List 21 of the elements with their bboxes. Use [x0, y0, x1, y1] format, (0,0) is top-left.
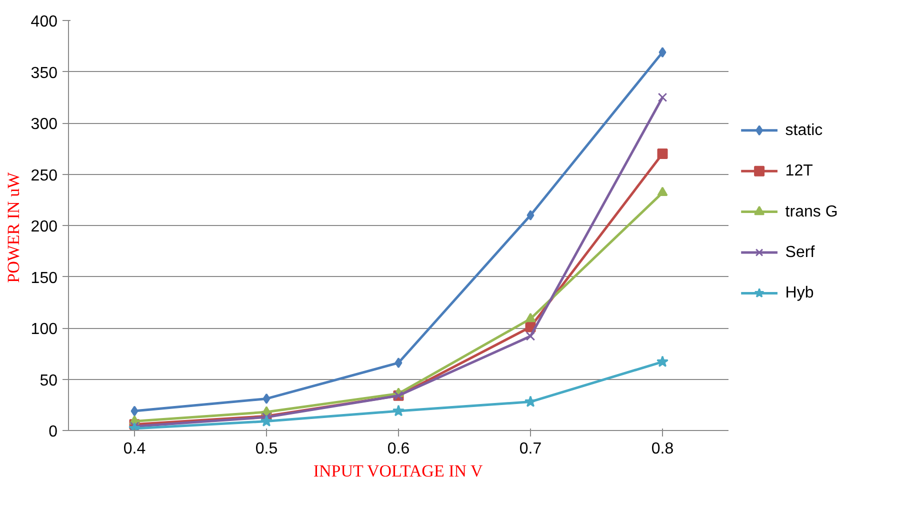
x-tick-label: 0.6	[387, 440, 410, 458]
x-tick-label: 0.5	[255, 440, 278, 458]
y-tick-label: 150	[30, 270, 58, 287]
y-tick-label: 350	[30, 64, 58, 82]
y-tick-label: 0	[48, 424, 58, 440]
legend-label: trans G	[785, 203, 838, 220]
y-tick-label: 300	[30, 116, 58, 133]
y-tick-label: 200	[30, 218, 58, 236]
x-axis-title: INPUT VOLTAGE IN V	[313, 462, 484, 480]
legend-label: Serf	[785, 244, 816, 261]
y-tick-label: 50	[40, 372, 58, 390]
legend-label: static	[785, 122, 823, 139]
x-tick-label: 0.4	[123, 440, 146, 458]
x-tick-label: 0.7	[519, 440, 542, 458]
y-axis-title: POWER IN uW	[4, 171, 23, 283]
x-tick-label: 0.8	[651, 440, 674, 458]
y-tick-label: 250	[30, 167, 58, 184]
y-tick-label: 100	[30, 321, 58, 338]
legend-label: Hyb	[785, 284, 814, 302]
y-tick-label: 400	[30, 14, 58, 30]
legend-label: 12T	[785, 162, 814, 180]
